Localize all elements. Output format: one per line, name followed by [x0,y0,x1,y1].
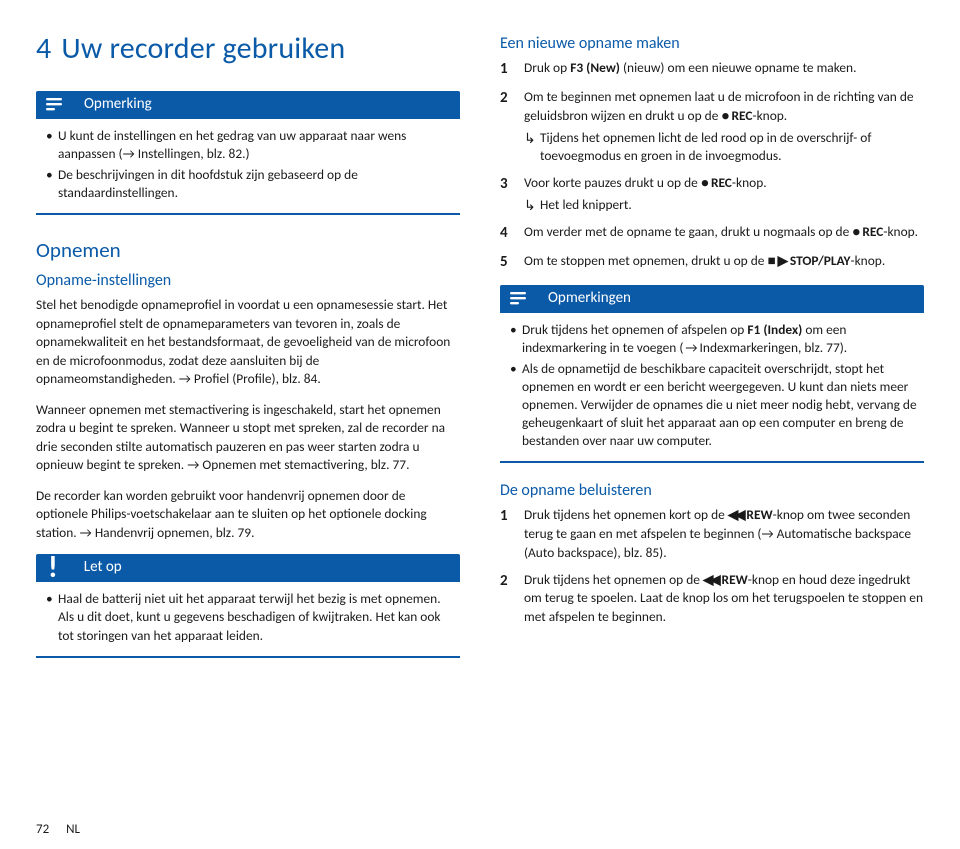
page-number: 72 [36,822,49,837]
steps-list-playback: 1 Druk tijdens het opnemen kort op de RE… [500,506,924,627]
rewind-icon [703,571,722,588]
step-sub: Tijdens het opnemen licht de led rood op… [524,129,924,167]
step-item: 3 Voor korte pauzes drukt u op de REC-kn… [500,174,924,215]
page-footer: 72 NL [36,822,80,837]
chapter-number: 4 [36,30,51,67]
step-text: Om te stoppen met opnemen, drukt u op de… [524,252,924,273]
step-item: 4 Om verder met de opname te gaan, drukt… [500,223,924,244]
note-item: De beschrijvingen in dit hoofdstuk zijn … [46,166,456,202]
note-body: U kunt de instellingen en het gedrag van… [36,117,460,215]
section-heading-opnemen: Opnemen [36,237,460,263]
note-box: Opmerking U kunt de instellingen en het … [36,91,460,215]
note-header: Opmerkingen [500,285,924,311]
step-number: 5 [500,252,514,273]
step-number: 3 [500,174,514,215]
note-item: Druk tijdens het opnemen of afspelen op … [510,321,920,357]
arrow-icon [683,339,699,356]
step-number: 2 [500,88,514,166]
subsection-heading-beluisteren: De opname beluisteren [500,481,924,500]
caution-item: Haal de batterij niet uit het apparaat t… [46,590,456,644]
paragraph: Wanneer opnemen met stemactivering is in… [36,401,460,475]
subsection-heading-instellingen: Opname-instellingen [36,271,460,290]
note-icon [508,289,530,307]
caution-body: Haal de batterij niet uit het apparaat t… [36,580,460,657]
note-item: Als de opnametijd de beschikbare capacit… [510,360,920,450]
note-icon [44,95,66,113]
step-item: 1 Druk tijdens het opnemen kort op de RE… [500,506,924,562]
step-text: Om verder met de opname te gaan, drukt u… [524,223,924,244]
steps-list-record: 1 Druk op F3 (New) (nieuw) om een nieuwe… [500,59,924,273]
rewind-icon [728,506,747,523]
step-number: 1 [500,506,514,562]
step-item: 5 Om te stoppen met opnemen, drukt u op … [500,252,924,273]
step-text: Druk op F3 (New) (nieuw) om een nieuwe o… [524,59,924,80]
page-lang: NL [66,822,80,837]
step-number: 4 [500,223,514,244]
note-header: Opmerking [36,91,460,117]
step-item: 1 Druk op F3 (New) (nieuw) om een nieuwe… [500,59,924,80]
play-icon [777,252,790,269]
step-text: Om te beginnen met opnemen laat u de mic… [524,88,924,166]
chapter-title-text: Uw recorder gebruiken [61,30,345,67]
caution-box: ! Let op Haal de batterij niet uit het a… [36,554,460,657]
caution-header: ! Let op [36,554,460,580]
rec-icon [852,223,862,240]
subsection-heading-nieuwe-opname: Een nieuwe opname maken [500,34,924,53]
note-box: Opmerkingen Druk tijdens het opnemen of … [500,285,924,464]
paragraph: Stel het benodigde opnameprofiel in voor… [36,296,460,389]
rec-icon [701,174,711,191]
rec-icon [721,107,731,124]
paragraph: De recorder kan worden gebruikt voor han… [36,487,460,543]
stop-icon [767,252,776,269]
step-text: Voor korte pauzes drukt u op de REC-knop… [524,174,924,215]
note-label: Opmerkingen [548,289,631,307]
warning-icon: ! [48,553,58,583]
note-body: Druk tijdens het opnemen of afspelen op … [500,311,924,464]
chapter-title: 4 Uw recorder gebruiken [36,30,460,67]
step-text: Druk tijdens het opnemen op de REW-knop … [524,571,924,627]
step-item: 2 Om te beginnen met opnemen laat u de m… [500,88,924,166]
step-number: 2 [500,571,514,627]
step-item: 2 Druk tijdens het opnemen op de REW-kno… [500,571,924,627]
step-number: 1 [500,59,514,80]
caution-label: Let op [84,558,122,576]
note-label: Opmerking [84,95,152,113]
step-sub: Het led knippert. [524,196,924,215]
note-item: U kunt de instellingen en het gedrag van… [46,127,456,163]
step-text: Druk tijdens het opnemen kort op de REW-… [524,506,924,562]
